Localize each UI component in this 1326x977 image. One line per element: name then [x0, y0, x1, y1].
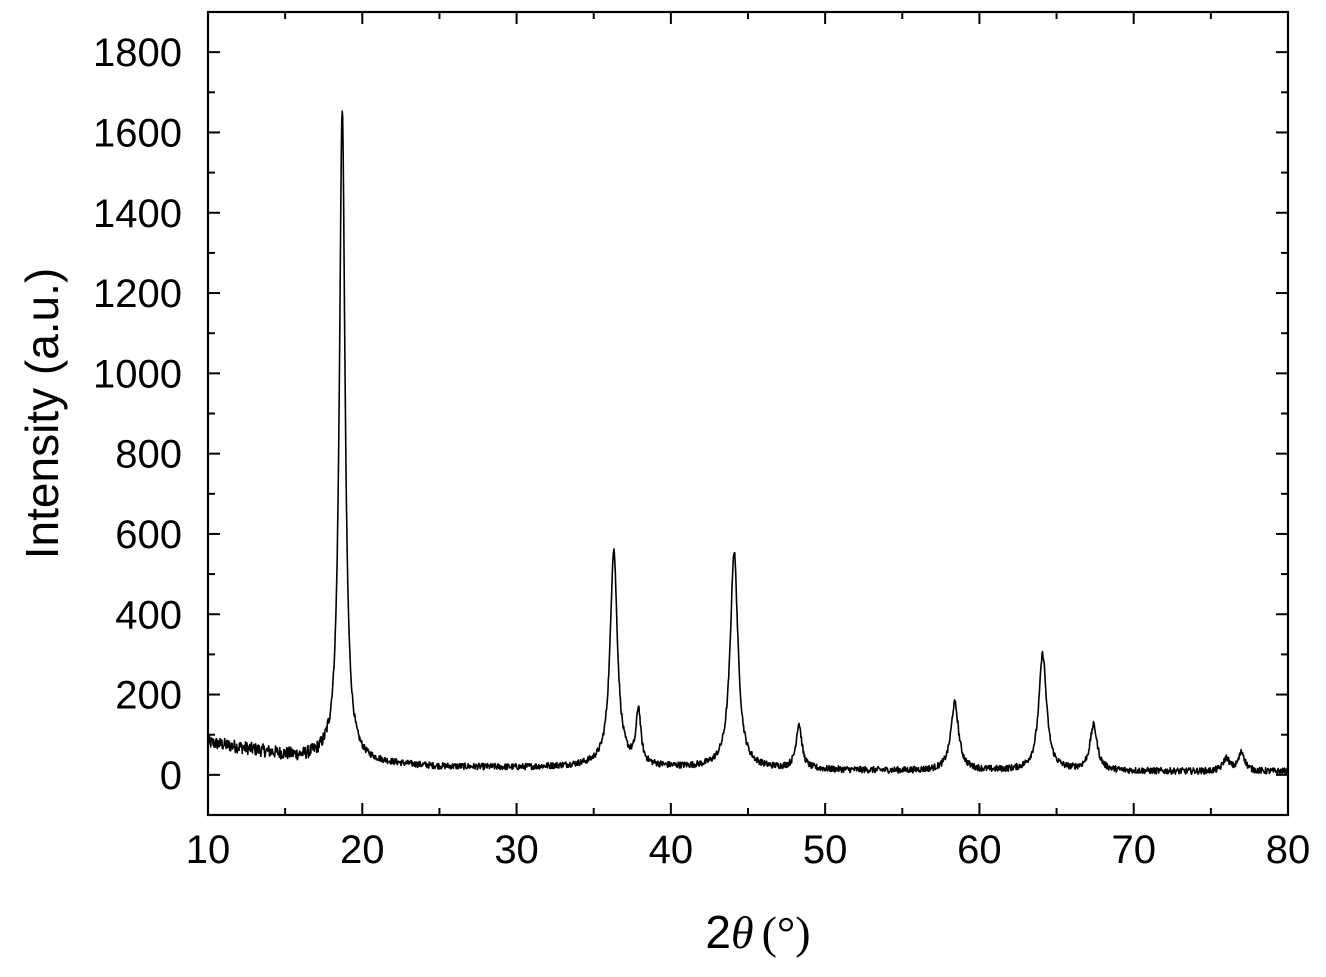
x-tick-label: 60 [957, 828, 1002, 872]
x-tick-label: 50 [803, 828, 848, 872]
x-tick-label: 80 [1266, 828, 1311, 872]
axes-layer [206, 10, 1290, 817]
y-tick-label: 1600 [93, 111, 182, 155]
plot-frame [206, 10, 1290, 817]
y-tick-label: 0 [160, 754, 182, 798]
y-tick-label: 200 [115, 674, 182, 718]
y-axis-title: Intensity (a.u.) [16, 268, 68, 559]
x-tick-label: 40 [649, 828, 694, 872]
x-tick-label: 30 [494, 828, 539, 872]
y-tick-label: 1800 [93, 31, 182, 75]
y-tick-label: 1200 [93, 272, 182, 316]
labels-layer: 10 20 30 40 50 60 70 80020040060080010001200140… [16, 31, 1310, 958]
x-axis-title: 2θ (°) [705, 906, 810, 958]
x-axis-title-symbol: θ [731, 907, 754, 958]
y-tick-label: 800 [115, 433, 182, 477]
x-axis-title-unit: (°) [762, 907, 811, 958]
x-tick-label: 70 [1111, 828, 1156, 872]
plot-layer [207, 110, 1289, 776]
xrd-pattern-line [207, 110, 1289, 776]
x-tick-label: 20 [340, 828, 385, 872]
y-tick-label: 400 [115, 593, 182, 637]
x-axis-title-prefix: 2 [705, 906, 731, 958]
y-tick-label: 600 [115, 513, 182, 557]
y-tick-label: 1000 [93, 352, 182, 396]
x-tick-label: 10 [186, 828, 231, 872]
y-tick-label: 1400 [93, 192, 182, 236]
